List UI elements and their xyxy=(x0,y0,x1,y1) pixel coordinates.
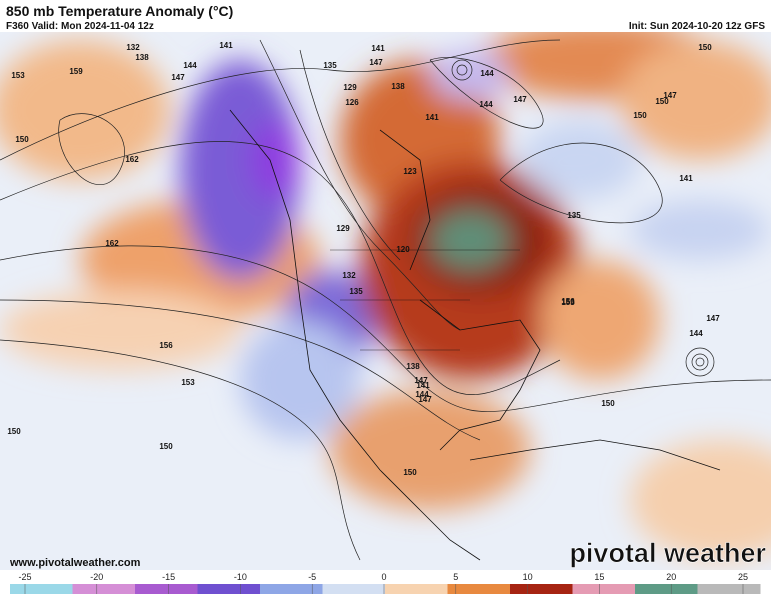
contour-label: 135 xyxy=(323,61,337,70)
contour-label: 123 xyxy=(403,167,417,176)
contour-label: 150 xyxy=(7,427,21,436)
valid-time: F360 Valid: Mon 2024-11-04 12z xyxy=(6,21,154,32)
colorbar-segment xyxy=(447,584,511,594)
contour-label: 156 xyxy=(159,341,173,350)
contour-label: 153 xyxy=(181,378,195,387)
contour-label: 141 xyxy=(371,44,385,53)
contour-label: 126 xyxy=(345,98,359,107)
colorbar-tick-label: 20 xyxy=(666,572,676,582)
height-contours xyxy=(0,39,771,561)
contour-label: 138 xyxy=(406,362,420,371)
contour-label: 138 xyxy=(135,53,149,62)
contour-label: 150 xyxy=(159,442,173,451)
colorbar: -25 -20 -15 -10 -5 0 5 10 15 20 25 xyxy=(10,572,761,594)
contour-label: 141 xyxy=(219,41,233,50)
contour-label: 150 xyxy=(633,111,647,120)
contour-label: 150 xyxy=(655,97,669,106)
site-url: www.pivotalweather.com xyxy=(9,557,141,569)
colorbar-tick-label: -25 xyxy=(18,572,31,582)
contour-label: 144 xyxy=(183,61,197,70)
contour-label: 141 xyxy=(679,174,693,183)
colorbar-tick-label: 10 xyxy=(523,572,533,582)
colorbar-segment xyxy=(510,584,573,594)
contour-label: 135 xyxy=(567,211,581,220)
colorbar-segment xyxy=(260,584,323,594)
contour-label: 141 xyxy=(416,381,430,390)
contour-label: 132 xyxy=(126,43,140,52)
colorbar-tick-label: 0 xyxy=(381,572,386,582)
contour-label: 153 xyxy=(11,71,25,80)
colorbar-tick-label: 5 xyxy=(453,572,458,582)
contour-label: 138 xyxy=(391,82,405,91)
colorbar-tick-label: 25 xyxy=(738,572,748,582)
contour-label: 147 xyxy=(414,376,428,385)
contour-label: 147 xyxy=(171,73,185,82)
contour-label: 150 xyxy=(403,468,417,477)
colorbar-segment xyxy=(72,584,136,594)
colorbar-segment xyxy=(135,584,198,594)
colorbar-segment xyxy=(635,584,698,594)
colorbar-segment xyxy=(322,584,386,594)
colorbar-tick-label: -20 xyxy=(90,572,103,582)
colorbar-tick-label: -15 xyxy=(162,572,175,582)
contour-label: 147 xyxy=(369,58,383,67)
contour-label: 120 xyxy=(396,245,410,254)
colorbar-tick-label: -5 xyxy=(308,572,316,582)
contour-label: 147 xyxy=(663,91,677,100)
coastlines xyxy=(229,109,721,561)
contour-label: 162 xyxy=(125,155,139,164)
brand-watermark: pivotal weather xyxy=(569,538,766,568)
contour-label: 144 xyxy=(480,69,494,78)
contour-label: 159 xyxy=(69,67,83,76)
contour-label: 147 xyxy=(418,395,432,404)
contour-label: 144 xyxy=(415,390,429,399)
colorbar-segment xyxy=(385,584,448,594)
colorbar-tick-label: 15 xyxy=(594,572,604,582)
contour-label: 162 xyxy=(105,239,119,248)
title: 850 mb Temperature Anomaly (°C) xyxy=(6,3,233,19)
contour-label: 144 xyxy=(479,100,493,109)
contour-label: 144 xyxy=(689,329,703,338)
contour-label: 150 xyxy=(15,135,29,144)
contour-label: 150 xyxy=(601,399,615,408)
contour-label: 150 xyxy=(698,43,712,52)
init-time: Init: Sun 2024-10-20 12z GFS xyxy=(629,21,765,32)
colorbar-segment xyxy=(697,584,761,594)
contour-label: 153 xyxy=(561,298,575,307)
colorbar-segment xyxy=(10,584,73,594)
colorbar-segment xyxy=(572,584,636,594)
contour-label: 156 xyxy=(561,297,575,306)
contour-label: 147 xyxy=(706,314,720,323)
colorbar-tick-label: -10 xyxy=(234,572,247,582)
contour-label: 129 xyxy=(343,83,357,92)
contour-label: 132 xyxy=(342,271,356,280)
colorbar-segment xyxy=(197,584,261,594)
contour-label: 147 xyxy=(513,95,527,104)
contour-label: 129 xyxy=(336,224,350,233)
contour-label: 141 xyxy=(425,113,439,122)
contour-label: 135 xyxy=(349,287,363,296)
